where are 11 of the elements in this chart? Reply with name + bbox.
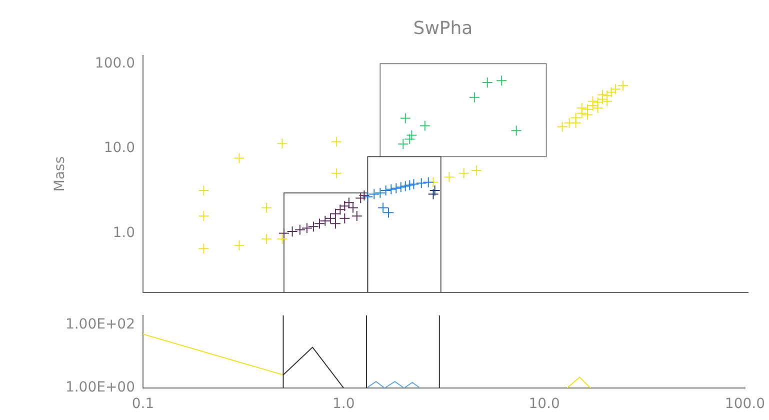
x-tick-label: 100.0 (724, 396, 766, 412)
y-tick-label: 1.00E+02 (65, 316, 135, 333)
x-tick-label: 1.0 (332, 396, 355, 412)
y-tick-label: 1.0 (112, 224, 135, 241)
y-tick-label: 10.0 (104, 140, 135, 156)
y-tick-label: 100.0 (94, 55, 135, 72)
x-tick-label: 10.0 (528, 396, 560, 412)
chart-title: SwPha (412, 18, 474, 41)
y-axis-title: Mass (52, 156, 68, 192)
x-tick-label: 0.1 (132, 396, 154, 412)
y-tick-label: 1.00E+00 (65, 380, 135, 396)
